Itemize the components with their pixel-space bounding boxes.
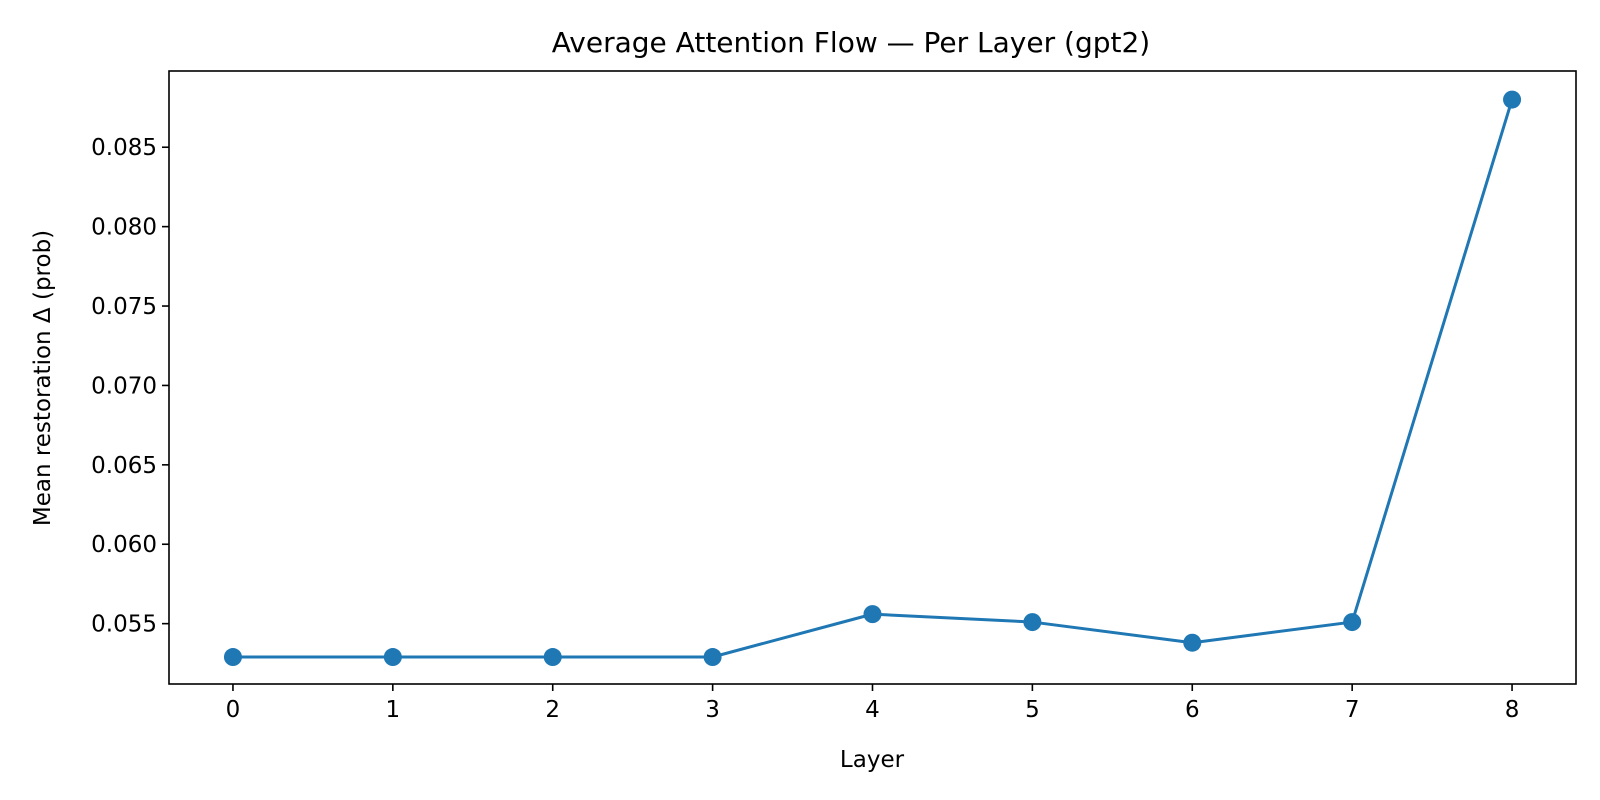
x-tick-label: 1 (386, 697, 401, 723)
data-point (1503, 90, 1522, 109)
y-tick-label: 0.080 (91, 215, 157, 241)
series-layer (223, 90, 1522, 667)
data-point (223, 648, 242, 667)
chart-title: Average Attention Flow — Per Layer (gpt2… (552, 26, 1150, 59)
data-point (703, 648, 722, 667)
x-tick-label: 8 (1505, 697, 1520, 723)
y-tick-label: 0.085 (91, 135, 157, 161)
y-axis: 0.055 0.060 0.065 0.070 0.075 0.080 0.085 (91, 135, 169, 638)
y-tick-label: 0.065 (91, 453, 157, 479)
series-line (232, 99, 1514, 659)
x-axis-label: Layer (840, 747, 905, 773)
data-point (543, 648, 562, 667)
x-axis: 0 1 2 3 4 5 6 7 8 (226, 684, 1520, 723)
data-point (863, 605, 882, 624)
y-tick-label: 0.055 (91, 612, 157, 638)
y-tick-label: 0.060 (91, 532, 157, 558)
y-tick-label: 0.075 (91, 294, 157, 320)
x-tick-label: 7 (1345, 697, 1360, 723)
x-tick-label: 6 (1185, 697, 1200, 723)
x-tick-label: 4 (865, 697, 880, 723)
data-point (1023, 613, 1042, 632)
data-point (383, 648, 402, 667)
x-tick-label: 3 (705, 697, 720, 723)
y-tick-label: 0.070 (91, 373, 157, 399)
x-tick-label: 0 (226, 697, 241, 723)
data-point (1343, 613, 1362, 632)
x-tick-label: 2 (545, 697, 560, 723)
data-point (1183, 633, 1202, 652)
plot-frame (168, 70, 1577, 685)
y-axis-label: Mean restoration Δ (prob) (30, 230, 56, 526)
x-tick-label: 5 (1025, 697, 1040, 723)
